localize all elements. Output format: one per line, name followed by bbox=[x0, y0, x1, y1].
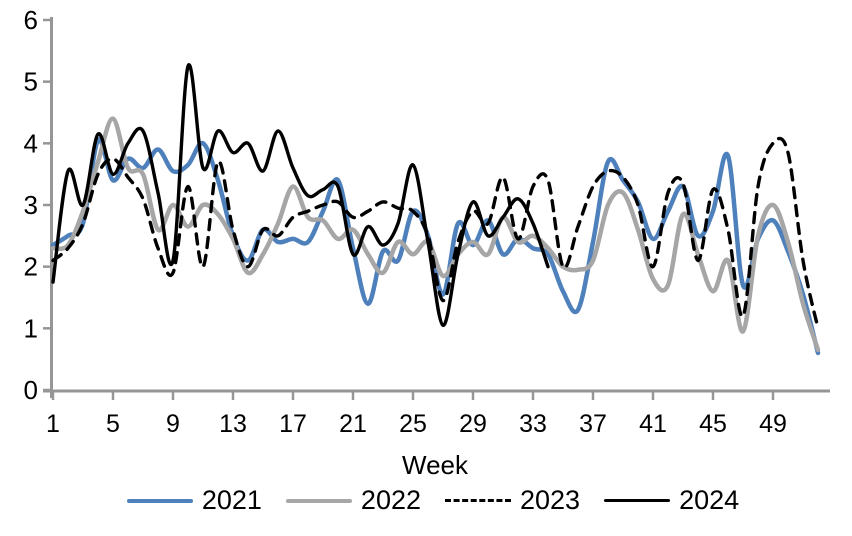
legend-label-2023: 2023 bbox=[520, 485, 581, 515]
y-axis-tick-label: 0 bbox=[24, 375, 38, 405]
legend-item-2021: 2021 bbox=[126, 485, 262, 515]
y-axis-tick-label: 1 bbox=[24, 313, 38, 343]
legend-swatch-2024 bbox=[604, 499, 671, 502]
x-axis-tick-label: 25 bbox=[399, 410, 427, 438]
legend-item-2022: 2022 bbox=[285, 485, 421, 515]
series-line-2024 bbox=[51, 63, 550, 328]
y-axis-tick-label: 6 bbox=[24, 5, 38, 35]
legend-label-2021: 2021 bbox=[201, 485, 262, 515]
legend-item-2023: 2023 bbox=[445, 487, 580, 514]
x-axis-tick-label: 37 bbox=[579, 410, 607, 438]
legend-swatch-2023 bbox=[445, 499, 511, 502]
x-axis-tick-label: 13 bbox=[219, 410, 247, 438]
x-axis-tick-label: 45 bbox=[699, 410, 727, 438]
legend-label-2024: 2024 bbox=[679, 485, 740, 515]
legend-swatch-2022 bbox=[285, 498, 352, 503]
x-axis-tick-label: 5 bbox=[106, 410, 120, 438]
x-axis-tick-label: 29 bbox=[459, 410, 487, 438]
x-axis-tick-label: 41 bbox=[639, 410, 667, 438]
series-line-2023 bbox=[51, 136, 820, 330]
y-axis-tick-label: 3 bbox=[24, 190, 38, 220]
x-axis-tick-label: 33 bbox=[519, 410, 547, 438]
y-axis-tick-label: 2 bbox=[24, 252, 38, 282]
legend-label-2022: 2022 bbox=[360, 485, 421, 515]
x-axis-tick-label: 49 bbox=[759, 410, 787, 438]
y-axis-tick-label: 5 bbox=[24, 67, 38, 97]
x-axis-tick-label: 21 bbox=[339, 410, 367, 438]
chart-legend: 2021 2022 2023 2024 bbox=[0, 487, 852, 514]
y-axis-tick-label: 4 bbox=[24, 128, 38, 158]
legend-item-2024: 2024 bbox=[604, 487, 739, 514]
x-axis-tick-label: 9 bbox=[166, 410, 180, 438]
x-axis-tick-label: 1 bbox=[46, 410, 60, 438]
x-axis-title: Week bbox=[402, 450, 468, 480]
x-axis-tick-label: 17 bbox=[279, 410, 307, 438]
legend-swatch-2021 bbox=[126, 498, 193, 503]
